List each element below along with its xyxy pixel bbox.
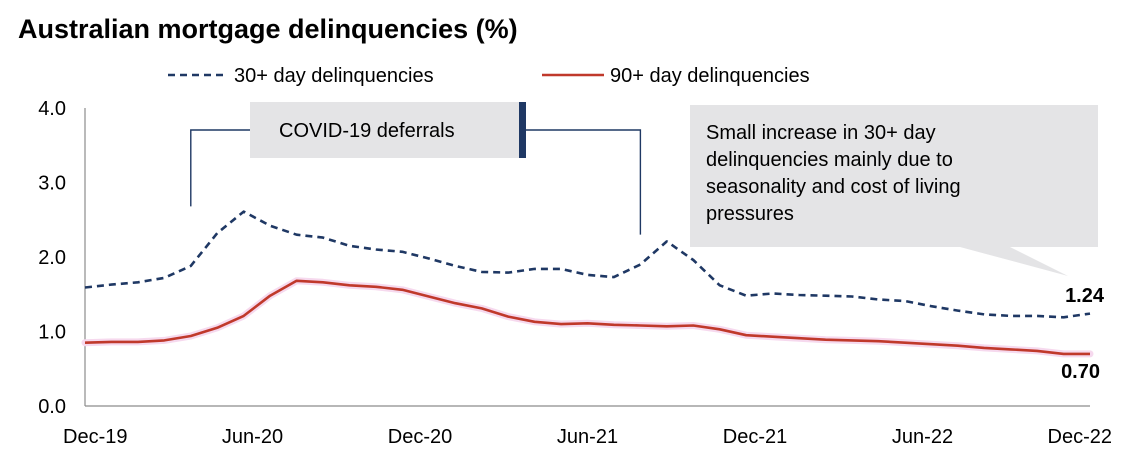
axes-layer: 0.0 1.0 2.0 3.0 4.0 Dec-19 Jun-20 Dec-20 Jun-21 D…	[38, 98, 1112, 448]
legend-label-30: 30+ day delinquencies	[234, 65, 434, 87]
series-90-line	[84, 279, 1090, 356]
callout-text-line: Small increase in 30+ day	[706, 122, 936, 144]
deferral-bracket-right	[526, 129, 642, 235]
callout-box	[690, 105, 1098, 276]
y-tick-label: 2.0	[38, 247, 66, 269]
y-tick-label: 0.0	[38, 396, 66, 418]
end-labels-layer: 1.24 0.70	[1061, 285, 1105, 383]
legend: 30+ day delinquencies 90+ day delinquenci…	[168, 65, 810, 87]
end-label-30: 1.24	[1065, 285, 1105, 307]
deferral-label-box	[250, 102, 522, 158]
deferral-bracket-left	[190, 129, 250, 207]
x-tick-label: Jun-20	[222, 426, 283, 448]
deferral-label-bar	[519, 102, 526, 158]
series-30-line	[84, 210, 1091, 319]
callout-text-line: pressures	[706, 203, 794, 225]
x-tick-label: Jun-21	[557, 426, 618, 448]
chart-title: Australian mortgage delinquencies (%)	[18, 14, 518, 44]
annotations-layer: COVID-19 deferrals Small increase in 30+ …	[190, 102, 1098, 276]
callout-text-line: delinquencies mainly due to	[706, 149, 953, 171]
x-tick-label: Dec-20	[388, 426, 452, 448]
x-tick-label: Dec-22	[1048, 426, 1112, 448]
legend-label-90: 90+ day delinquencies	[610, 65, 810, 87]
callout-text-line: seasonality and cost of living	[706, 176, 961, 198]
y-tick-label: 3.0	[38, 173, 66, 195]
x-tick-label: Dec-21	[723, 426, 787, 448]
deferral-label-text: COVID-19 deferrals	[279, 120, 455, 142]
y-tick-label: 4.0	[38, 98, 66, 120]
x-tick-label: Dec-19	[63, 426, 127, 448]
end-label-90: 0.70	[1061, 361, 1100, 383]
x-tick-label: Jun-22	[892, 426, 953, 448]
series-layer	[81, 210, 1094, 358]
series-90-halo	[81, 277, 1094, 358]
y-tick-label: 1.0	[38, 322, 66, 344]
